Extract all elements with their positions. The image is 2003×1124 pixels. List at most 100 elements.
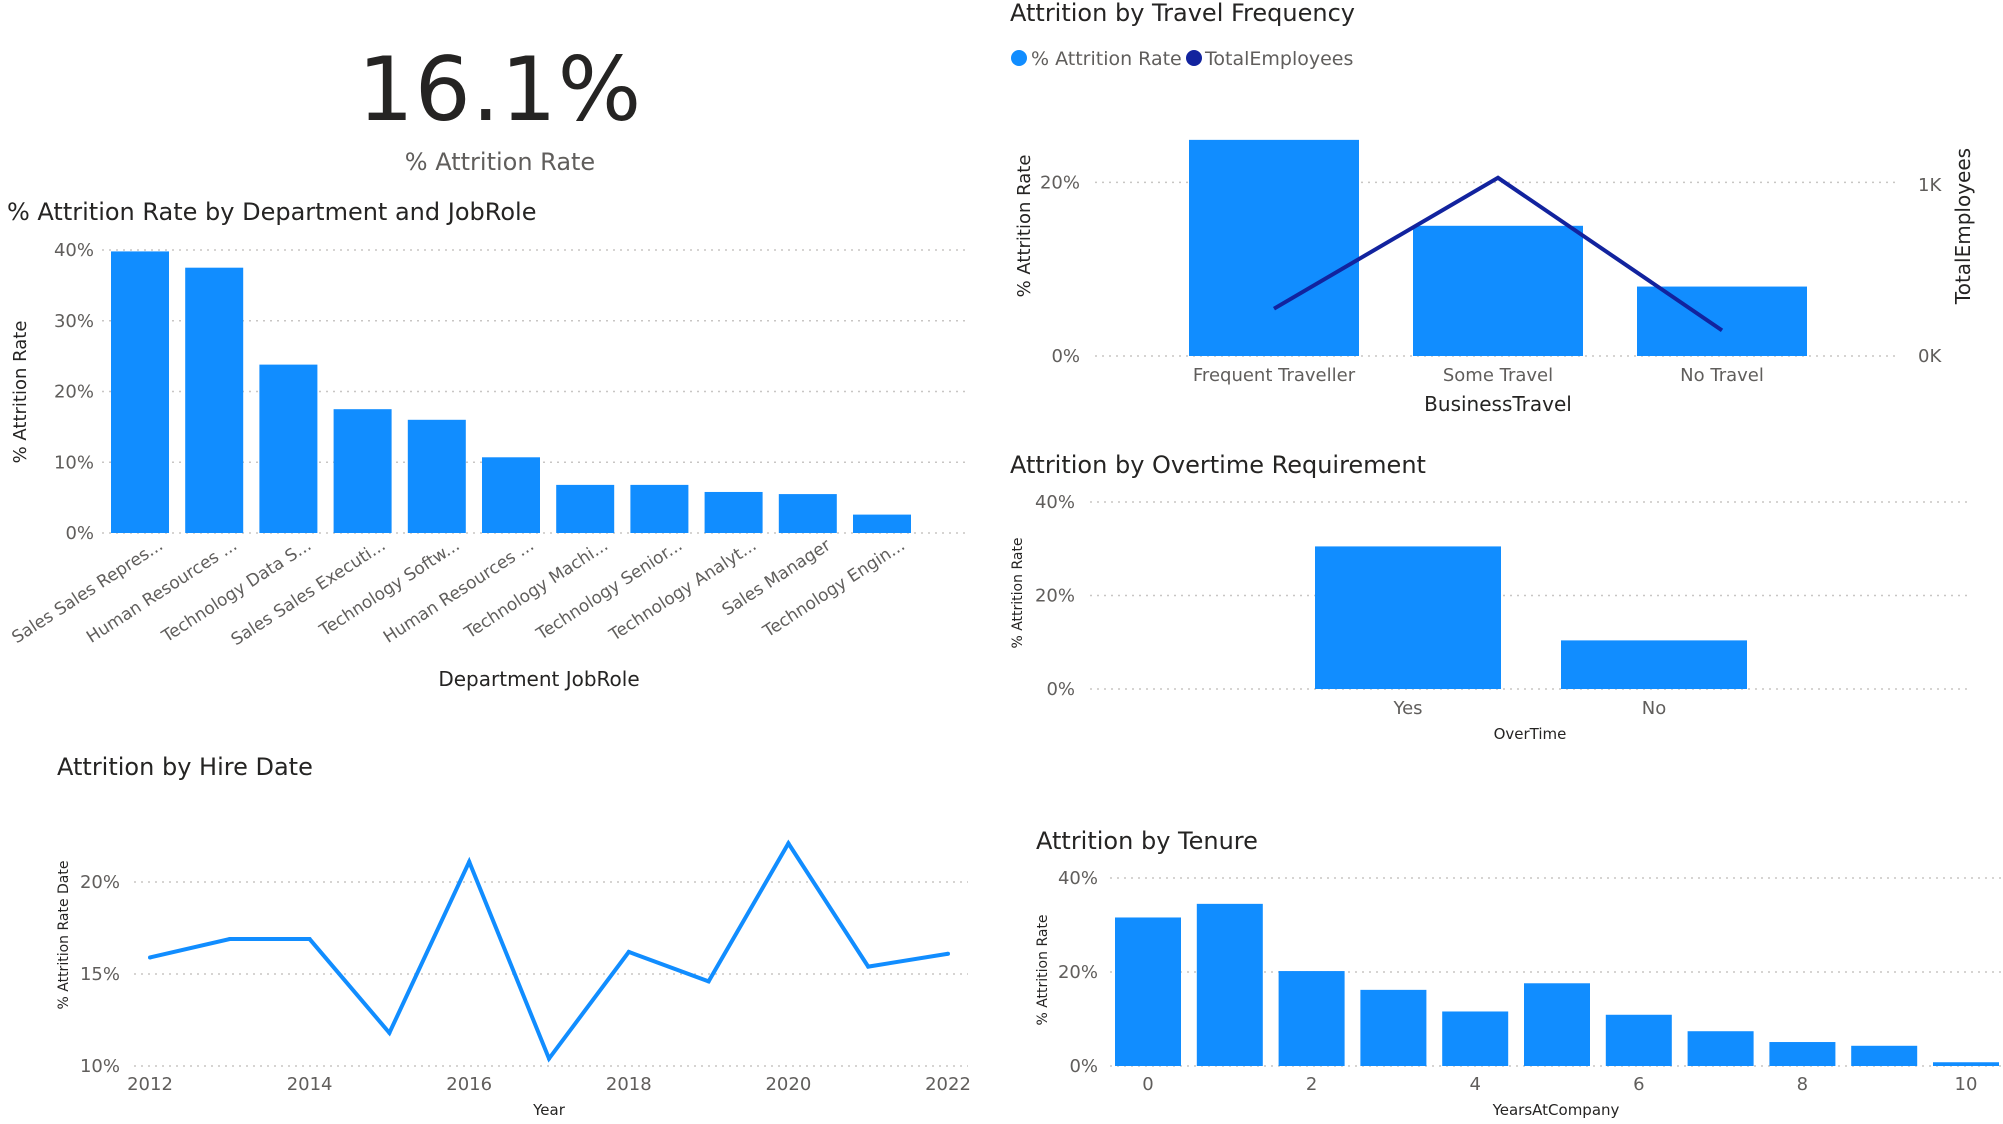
legend-label-totalemployees: TotalEmployees bbox=[1204, 48, 1353, 70]
hire-point bbox=[786, 841, 791, 846]
hire-title: Attrition by Hire Date bbox=[57, 753, 313, 781]
travel-totalemployees-line bbox=[1272, 175, 1724, 333]
tenure-chart: Attrition by Tenure % Attrition Rate Yea… bbox=[1035, 827, 2003, 1119]
tenure-bar bbox=[1442, 1011, 1509, 1066]
overtime-bar bbox=[1315, 546, 1501, 689]
legend-marker-totalemployees bbox=[1186, 50, 1202, 66]
hire-point bbox=[148, 955, 152, 960]
dept-ytick-label: 20% bbox=[54, 382, 94, 403]
dept-bar bbox=[185, 267, 244, 533]
kpi-label: % Attrition Rate bbox=[404, 148, 596, 176]
dept-bar bbox=[333, 409, 392, 533]
hire-xtick-label: 2016 bbox=[446, 1074, 492, 1095]
tenure-xtick-label: 6 bbox=[1633, 1074, 1644, 1095]
travel-xlabel: BusinessTravel bbox=[1424, 392, 1572, 416]
hire-point bbox=[307, 937, 312, 942]
dept-ytick-label: 0% bbox=[65, 523, 94, 544]
hire-xtick-label: 2020 bbox=[765, 1074, 811, 1095]
dept-ytick-label: 40% bbox=[54, 240, 94, 261]
hire-xtick-label: 2012 bbox=[127, 1074, 173, 1095]
overtime-xtick-label: No bbox=[1642, 698, 1666, 719]
tenure-xtick-label: 0 bbox=[1142, 1074, 1153, 1095]
dept-bar bbox=[556, 484, 615, 533]
travel-xtick-label: Frequent Traveller bbox=[1193, 365, 1356, 386]
hire-ytick-label: 15% bbox=[80, 964, 120, 985]
overtime-ytick-label: 40% bbox=[1035, 492, 1075, 513]
travel-ylabel: % Attrition Rate bbox=[1014, 155, 1035, 298]
hire-point bbox=[946, 951, 950, 956]
dept-ytick-label: 30% bbox=[54, 311, 94, 332]
overtime-xtick-label: Yes bbox=[1392, 698, 1422, 719]
tenure-bar bbox=[1278, 971, 1345, 1066]
hire-xtick-label: 2022 bbox=[925, 1074, 971, 1095]
tenure-ytick-label: 0% bbox=[1069, 1056, 1098, 1077]
tenure-bar bbox=[1769, 1042, 1836, 1066]
tenure-xlabel: YearsAtCompany bbox=[1492, 1101, 1620, 1119]
travel-title: Attrition by Travel Frequency bbox=[1010, 0, 1355, 27]
travel-xtick-label: No Travel bbox=[1680, 365, 1764, 386]
tenure-xtick-label: 8 bbox=[1797, 1074, 1808, 1095]
overtime-xlabel: OverTime bbox=[1494, 725, 1567, 743]
tenure-bar bbox=[1933, 1062, 1999, 1066]
travel-y2label: TotalEmployees bbox=[1951, 148, 1975, 305]
kpi-value: 16.1% bbox=[357, 38, 643, 141]
dept-xlabel: Department JobRole bbox=[438, 667, 639, 691]
dept-chart: % Attrition Rate by Department and JobRo… bbox=[7, 198, 970, 691]
travel-y2tick-label: 1K bbox=[1918, 175, 1942, 196]
dept-bar bbox=[704, 491, 763, 533]
hire-ytick-label: 10% bbox=[80, 1056, 120, 1077]
tenure-xtick-label: 4 bbox=[1469, 1074, 1480, 1095]
overtime-title: Attrition by Overtime Requirement bbox=[1010, 451, 1426, 479]
dept-bar bbox=[630, 484, 689, 533]
hire-point bbox=[866, 964, 871, 969]
hire-ylabel: % Attrition Rate Date bbox=[56, 861, 72, 1010]
tenure-bar bbox=[1360, 989, 1427, 1066]
overtime-chart: Attrition by Overtime Requirement % Attr… bbox=[1010, 451, 1970, 743]
hire-chart: Attrition by Hire Date % Attrition Rate … bbox=[56, 753, 971, 1119]
kpi-card: 16.1% % Attrition Rate bbox=[0, 38, 1000, 177]
tenure-xtick-label: 2 bbox=[1306, 1074, 1317, 1095]
dept-ytick-label: 10% bbox=[54, 452, 94, 473]
overtime-bar bbox=[1561, 640, 1747, 689]
tenure-bar bbox=[1851, 1045, 1918, 1066]
tenure-bar bbox=[1687, 1031, 1754, 1066]
dept-bar bbox=[482, 457, 540, 533]
travel-y2tick-label: 0K bbox=[1918, 346, 1942, 367]
tenure-bar bbox=[1115, 917, 1181, 1066]
hire-point bbox=[387, 1030, 392, 1035]
hire-point bbox=[227, 937, 232, 942]
travel-ytick-label: 20% bbox=[1040, 172, 1080, 193]
travel-bar bbox=[1637, 286, 1807, 356]
tenure-ytick-label: 40% bbox=[1058, 868, 1098, 889]
hire-point bbox=[706, 979, 711, 984]
legend-marker-attrition bbox=[1011, 50, 1027, 66]
dept-bar bbox=[259, 364, 318, 533]
dept-bar bbox=[778, 494, 837, 533]
dept-ylabel: % Attrition Rate bbox=[10, 321, 31, 464]
travel-legend[interactable]: % Attrition Rate TotalEmployees bbox=[1011, 48, 1353, 70]
overtime-ytick-label: 20% bbox=[1035, 586, 1075, 607]
hire-point bbox=[626, 949, 631, 954]
tenure-bar bbox=[1524, 983, 1590, 1066]
travel-chart: Attrition by Travel Frequency % Attritio… bbox=[1010, 0, 1975, 416]
tenure-bar bbox=[1196, 903, 1263, 1066]
hire-attrition-line bbox=[149, 839, 949, 1063]
dept-bar bbox=[111, 251, 169, 534]
travel-bar bbox=[1189, 139, 1359, 356]
hire-xtick-label: 2014 bbox=[287, 1074, 333, 1095]
legend-label-attrition: % Attrition Rate bbox=[1031, 48, 1182, 70]
hire-point bbox=[467, 859, 472, 864]
hire-ytick-label: 20% bbox=[80, 872, 120, 893]
overtime-ytick-label: 0% bbox=[1046, 679, 1075, 700]
tenure-title: Attrition by Tenure bbox=[1036, 827, 1258, 855]
travel-xtick-label: Some Travel bbox=[1443, 365, 1553, 386]
tenure-xtick-label: 10 bbox=[1955, 1074, 1978, 1095]
dept-bar bbox=[853, 514, 911, 533]
travel-ytick-label: 0% bbox=[1051, 346, 1080, 367]
dept-title: % Attrition Rate by Department and JobRo… bbox=[7, 198, 536, 226]
dept-bar bbox=[407, 419, 466, 533]
overtime-ylabel: % Attrition Rate bbox=[1010, 537, 1026, 648]
hire-xtick-label: 2018 bbox=[606, 1074, 652, 1095]
hire-xlabel: Year bbox=[532, 1101, 566, 1119]
